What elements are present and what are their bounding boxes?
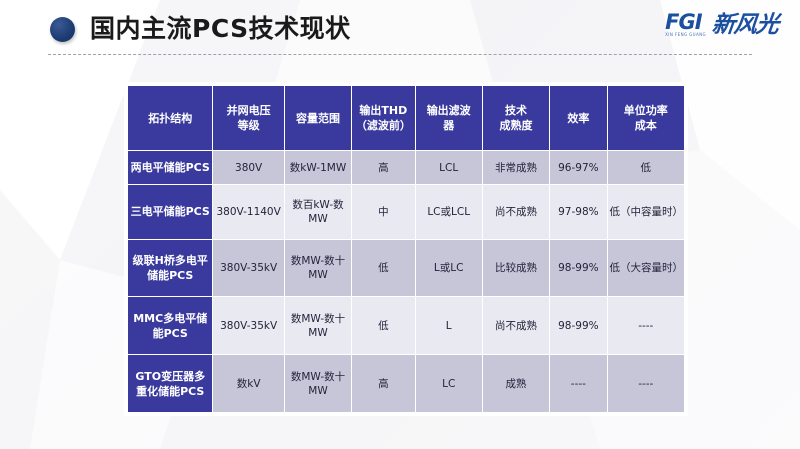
column-header-efficiency: 效率 — [550, 86, 607, 150]
cell-filter: L或LC — [415, 239, 482, 297]
header-line: 成熟度 — [499, 119, 533, 132]
cell-efficiency: 97-98% — [550, 185, 607, 239]
cell-capacity: 数MW-数十MW — [284, 297, 352, 355]
cell-cost: 低（大容量时） — [607, 239, 684, 297]
header-line: 效率 — [567, 111, 590, 125]
cell-maturity: 比较成熟 — [482, 239, 550, 297]
table-row: GTO变压器多重化储能PCS 数kV 数MW-数十MW 高 LC 成熟 ----… — [128, 355, 684, 412]
column-header-thd: 输出THD （滤波前） — [352, 86, 415, 150]
logo-company-name: 新风光 — [710, 12, 780, 38]
column-header-capacity: 容量范围 — [284, 86, 352, 150]
cell-voltage: 380V-35kV — [213, 297, 284, 355]
cell-voltage: 380V-1140V — [213, 185, 284, 239]
cell-cost: 低 — [607, 151, 684, 185]
table-header-row: 拓扑结构 并网电压 等级 容量范围 输出THD （滤波前） 输出滤波器 技术 成熟度 … — [128, 86, 684, 150]
circle-bullet-icon — [50, 17, 75, 42]
cell-thd: 低 — [352, 239, 415, 297]
cell-efficiency: 98-99% — [550, 297, 607, 355]
header-line: 容量范围 — [296, 111, 340, 125]
header-line: 单位功率 — [623, 104, 668, 117]
page-title: 国内主流PCS技术现状 — [90, 14, 351, 43]
table-row: 两电平储能PCS 380V 数kW-1MW 高 LCL 非常成熟 96-97% … — [128, 151, 684, 185]
header-line: 拓扑结构 — [148, 111, 193, 125]
cell-thd: 低 — [352, 297, 415, 355]
cell-voltage: 380V-35kV — [213, 239, 284, 297]
slide-header: 国内主流PCS技术现状 FGI XIN FENG GUANG 新风光 — [0, 0, 800, 58]
cell-maturity: 非常成熟 — [482, 151, 550, 185]
column-header-maturity: 技术 成熟度 — [482, 86, 550, 150]
table-row: MMC多电平储能PCS 380V-35kV 数MW-数十MW 低 L 尚不成熟 … — [128, 297, 684, 355]
header-divider — [48, 54, 752, 55]
header-line: 等级 — [237, 119, 260, 132]
logo-mark-group: FGI XIN FENG GUANG — [665, 12, 706, 38]
column-header-topology: 拓扑结构 — [128, 86, 213, 150]
cell-efficiency: 96-97% — [550, 151, 607, 185]
cell-maturity: 成熟 — [482, 355, 550, 412]
logo-mark-subtext: XIN FENG GUANG — [665, 32, 706, 37]
table-row: 级联H桥多电平储能PCS 380V-35kV 数MW-数十MW 低 L或LC 比… — [128, 239, 684, 297]
cell-cost: ---- — [607, 355, 684, 412]
cell-efficiency: ---- — [550, 355, 607, 412]
cell-voltage: 数kV — [213, 355, 284, 412]
header-line: 输出滤波 — [426, 104, 471, 117]
cell-capacity: 数MW-数十MW — [284, 239, 352, 297]
column-header-filter: 输出滤波器 — [415, 86, 482, 150]
cell-thd: 高 — [352, 151, 415, 185]
cell-filter: LC或LCL — [415, 185, 482, 239]
cell-topology: GTO变压器多重化储能PCS — [128, 355, 213, 412]
cell-topology: 级联H桥多电平储能PCS — [128, 239, 213, 297]
cell-capacity: 数kW-1MW — [284, 151, 352, 185]
cell-filter: L — [415, 297, 482, 355]
table-row: 三电平储能PCS 380V-1140V 数百kW-数MW 中 LC或LCL 尚不… — [128, 185, 684, 239]
cell-maturity: 尚不成熟 — [482, 185, 550, 239]
header-line: 器 — [443, 119, 455, 132]
pcs-comparison-table: 拓扑结构 并网电压 等级 容量范围 输出THD （滤波前） 输出滤波器 技术 成熟度 … — [127, 85, 685, 413]
column-header-voltage: 并网电压 等级 — [213, 86, 284, 150]
logo-mark-text: FGI — [665, 10, 702, 34]
cell-filter: LCL — [415, 151, 482, 185]
cell-thd: 中 — [352, 185, 415, 239]
cell-efficiency: 98-99% — [550, 239, 607, 297]
header-line: 输出THD — [359, 104, 408, 117]
cell-cost: ---- — [607, 297, 684, 355]
header-line: 技术 — [505, 104, 528, 117]
cell-maturity: 尚不成熟 — [482, 297, 550, 355]
cell-cost: 低（中容量时） — [607, 185, 684, 239]
header-line: （滤波前） — [355, 119, 411, 132]
column-header-cost: 单位功率 成本 — [607, 86, 684, 150]
cell-filter: LC — [415, 355, 482, 412]
company-logo: FGI XIN FENG GUANG 新风光 — [665, 12, 780, 39]
header-line: 成本 — [634, 119, 657, 132]
header-line: 并网电压 — [226, 104, 271, 117]
cell-topology: 三电平储能PCS — [128, 185, 213, 239]
cell-topology: MMC多电平储能PCS — [128, 297, 213, 355]
pcs-comparison-table-frame: 拓扑结构 并网电压 等级 容量范围 输出THD （滤波前） 输出滤波器 技术 成熟度 … — [124, 82, 688, 416]
cell-capacity: 数MW-数十MW — [284, 355, 352, 412]
cell-voltage: 380V — [213, 151, 284, 185]
cell-thd: 高 — [352, 355, 415, 412]
cell-topology: 两电平储能PCS — [128, 151, 213, 185]
cell-capacity: 数百kW-数MW — [284, 185, 352, 239]
